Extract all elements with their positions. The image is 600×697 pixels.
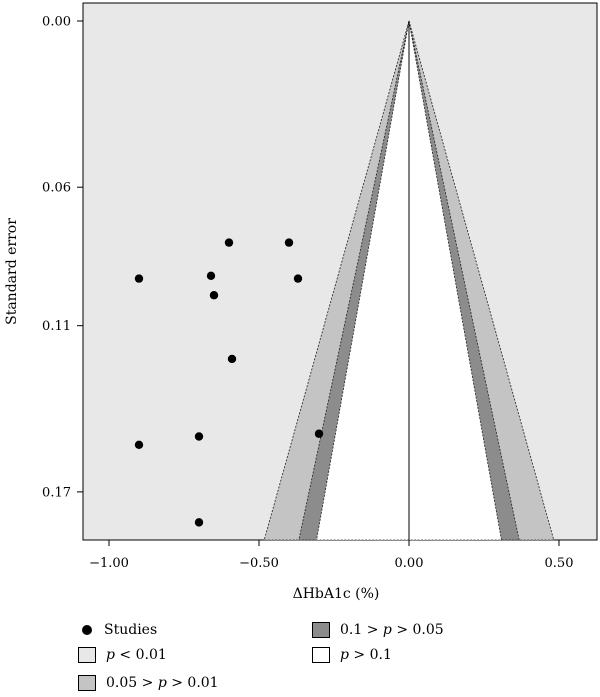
study-points bbox=[134, 238, 324, 527]
y-tick-label: 0.06 bbox=[42, 181, 71, 196]
axes: −1.00 −0.50 0.00 0.50 0.00 0.06 0.11 0.17 bbox=[42, 15, 573, 572]
x-axis-title: ΔHbA1c (%) bbox=[293, 586, 380, 602]
study-point bbox=[209, 291, 219, 300]
legend-label-p001: p < 0.01 bbox=[106, 647, 167, 663]
x-tick-label: 0.50 bbox=[545, 556, 574, 571]
study-point bbox=[134, 274, 144, 283]
study-point bbox=[206, 271, 216, 281]
legend-item-p001: p < 0.01 bbox=[78, 647, 167, 663]
x-tick-label: −1.00 bbox=[89, 556, 129, 571]
legend: Studies p < 0.01 0.05 > p > 0.01 0.1 > p… bbox=[78, 618, 578, 697]
x-tick-label: 0.00 bbox=[395, 556, 424, 571]
study-point bbox=[194, 432, 204, 441]
legend-label-p005: 0.05 > p > 0.01 bbox=[106, 675, 219, 691]
legend-item-studies: Studies bbox=[78, 622, 157, 638]
swatch-p001-icon bbox=[78, 647, 96, 663]
y-tick-label: 0.00 bbox=[42, 15, 71, 30]
legend-item-p005: 0.05 > p > 0.01 bbox=[78, 675, 219, 691]
swatch-p005-icon bbox=[78, 675, 96, 691]
x-tick-label: −0.50 bbox=[239, 556, 279, 571]
y-axis-title: Standard error bbox=[4, 218, 20, 325]
study-point bbox=[314, 429, 324, 438]
swatch-p010-icon bbox=[312, 622, 330, 638]
funnel-plot: −1.00 −0.50 0.00 0.50 0.00 0.06 0.11 0.17 ΔHbA1… bbox=[4, 2, 598, 602]
study-point bbox=[293, 274, 303, 283]
legend-item-p010: 0.1 > p > 0.05 bbox=[312, 622, 444, 638]
study-point bbox=[227, 354, 237, 364]
study-point bbox=[284, 238, 294, 247]
y-tick-label: 0.17 bbox=[42, 485, 71, 500]
study-point bbox=[224, 238, 234, 247]
legend-label-p-gt: p > 0.1 bbox=[340, 647, 392, 663]
study-point bbox=[194, 518, 204, 527]
studies-dot-icon bbox=[82, 625, 92, 635]
legend-label-p010: 0.1 > p > 0.05 bbox=[340, 622, 444, 638]
y-tick-label: 0.11 bbox=[42, 319, 71, 334]
legend-item-p-gt: p > 0.1 bbox=[312, 647, 392, 663]
study-point bbox=[134, 440, 144, 450]
swatch-p-gt-icon bbox=[312, 647, 330, 663]
legend-label-studies: Studies bbox=[104, 622, 158, 638]
